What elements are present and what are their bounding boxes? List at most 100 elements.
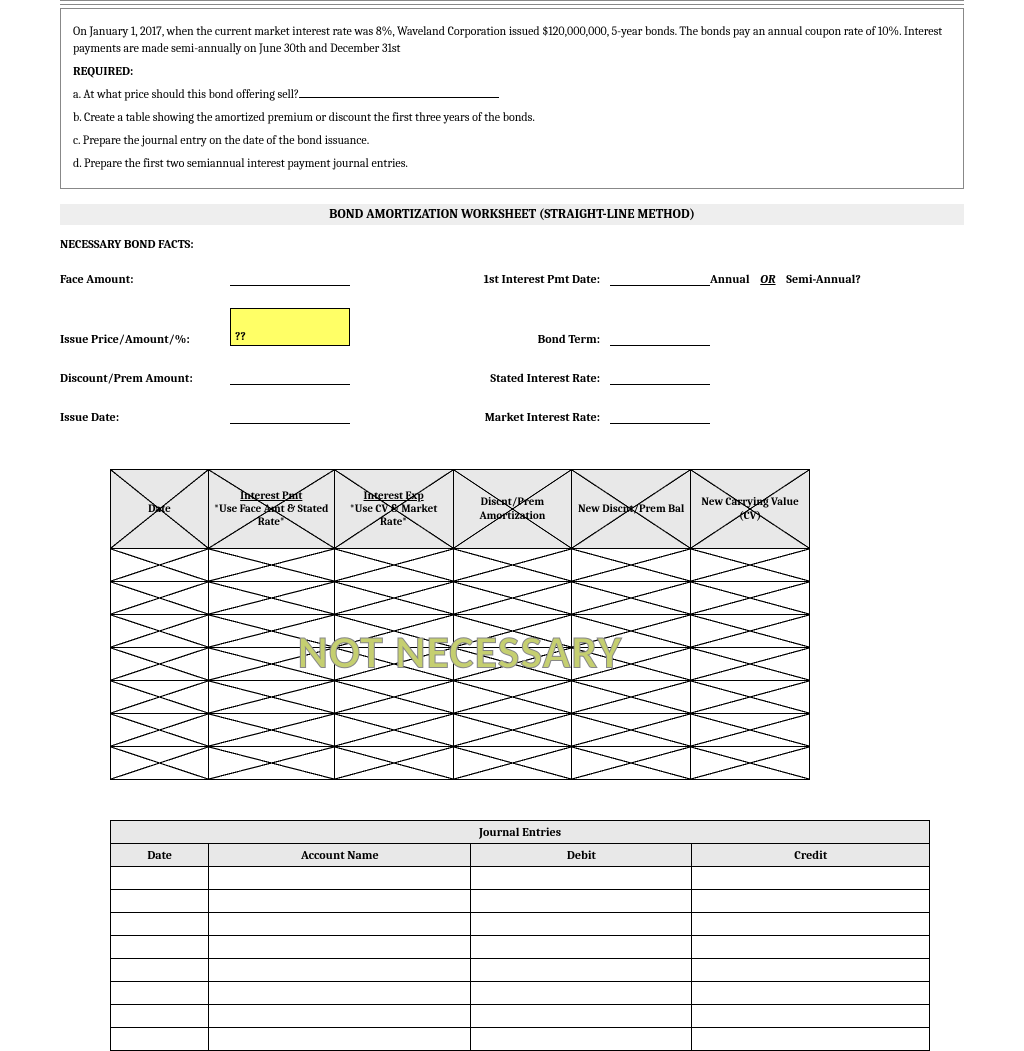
journal-cell[interactable] <box>209 889 471 912</box>
amort-body <box>111 548 810 779</box>
label-issue-date: Issue Date: <box>60 410 230 424</box>
journal-cell[interactable] <box>471 935 692 958</box>
amort-cell <box>334 614 453 647</box>
journal-cell[interactable] <box>209 935 471 958</box>
amort-row <box>111 680 810 713</box>
required-label: REQUIRED: <box>73 63 953 80</box>
amort-header-amort: Discnt/Prem Amortization <box>453 469 572 548</box>
journal-cell[interactable] <box>111 1027 209 1050</box>
question-a: a. At what price should this bond offeri… <box>73 85 953 103</box>
journal-row <box>111 1004 930 1027</box>
journal-cell[interactable] <box>471 1004 692 1027</box>
label-bond-term: Bond Term: <box>430 332 610 346</box>
amort-cell <box>691 647 810 680</box>
amort-header-date: Date <box>111 469 209 548</box>
label-first-pmt: 1st Interest Pmt Date: <box>430 272 610 286</box>
amort-cell <box>208 746 334 779</box>
blank-bond-term[interactable] <box>610 329 710 346</box>
journal-cell[interactable] <box>111 981 209 1004</box>
amort-cell <box>453 581 572 614</box>
journal-cell[interactable] <box>692 958 930 981</box>
question-b: b. Create a table showing the amortized … <box>73 109 953 126</box>
amort-row <box>111 548 810 581</box>
amort-cell <box>111 548 209 581</box>
journal-cell[interactable] <box>111 958 209 981</box>
journal-table: Journal Entries Date Account Name Debit … <box>110 820 930 1051</box>
amort-header-int-exp: Interest Exp *Use CV & Market Rate* <box>334 469 453 548</box>
journal-cell[interactable] <box>111 889 209 912</box>
journal-cell[interactable] <box>692 866 930 889</box>
journal-cell[interactable] <box>471 981 692 1004</box>
input-issue-price[interactable]: ?? <box>230 308 350 346</box>
journal-cell[interactable] <box>692 1004 930 1027</box>
annual-toggle: Annual OR Semi-Annual? <box>710 272 964 286</box>
problem-description-box: On January 1, 2017, when the current mar… <box>60 8 964 189</box>
amort-cell <box>334 548 453 581</box>
journal-cell[interactable] <box>209 912 471 935</box>
journal-cell[interactable] <box>111 866 209 889</box>
amort-cell <box>208 581 334 614</box>
journal-cell[interactable] <box>111 1004 209 1027</box>
blank-stated-rate[interactable] <box>610 368 710 385</box>
amort-row <box>111 713 810 746</box>
journal-cell[interactable] <box>471 866 692 889</box>
journal-cell[interactable] <box>209 981 471 1004</box>
amort-cell <box>572 548 691 581</box>
amort-header-cv: New Carrying Value (CV) <box>691 469 810 548</box>
amort-cell <box>453 746 572 779</box>
amort-header-int-pmt: Interest Pmt *Use Face Amt & Stated Rate… <box>208 469 334 548</box>
amort-cell <box>691 746 810 779</box>
amort-cell <box>691 713 810 746</box>
blank-first-pmt[interactable] <box>610 269 710 286</box>
journal-cell[interactable] <box>692 1027 930 1050</box>
journal-cell[interactable] <box>692 981 930 1004</box>
label-stated-rate: Stated Interest Rate: <box>430 371 610 385</box>
blank-answer-line <box>299 85 499 98</box>
journal-cell[interactable] <box>111 912 209 935</box>
journal-cell[interactable] <box>471 889 692 912</box>
journal-row <box>111 981 930 1004</box>
blank-face-amount[interactable] <box>230 269 350 286</box>
amort-cell <box>208 647 334 680</box>
label-face-amount: Face Amount: <box>60 272 230 286</box>
amort-row <box>111 746 810 779</box>
amort-cell <box>572 713 691 746</box>
label-discount-prem: Discount/Prem Amount: <box>60 371 230 385</box>
journal-cell[interactable] <box>471 912 692 935</box>
amort-cell <box>334 581 453 614</box>
journal-cell[interactable] <box>692 935 930 958</box>
journal-cell[interactable] <box>209 1027 471 1050</box>
blank-issue-date[interactable] <box>230 407 350 424</box>
question-d: d. Prepare the first two semiannual inte… <box>73 155 953 172</box>
amortization-table: Date Interest Pmt *Use Face Amt & Stated… <box>110 469 810 780</box>
journal-col-credit: Credit <box>692 843 930 866</box>
amort-cell <box>334 713 453 746</box>
journal-row <box>111 912 930 935</box>
journal-cell[interactable] <box>209 866 471 889</box>
question-c: c. Prepare the journal entry on the date… <box>73 132 953 149</box>
amort-row <box>111 581 810 614</box>
journal-cell[interactable] <box>471 958 692 981</box>
blank-discount-prem[interactable] <box>230 368 350 385</box>
journal-cell[interactable] <box>471 1027 692 1050</box>
amort-cell <box>208 548 334 581</box>
blank-market-rate[interactable] <box>610 407 710 424</box>
journal-cell[interactable] <box>111 935 209 958</box>
journal-cell[interactable] <box>692 889 930 912</box>
amort-row <box>111 614 810 647</box>
journal-cell[interactable] <box>209 958 471 981</box>
amort-header-bal: New Discnt/Prem Bal <box>572 469 691 548</box>
amort-cell <box>572 614 691 647</box>
amort-cell <box>208 680 334 713</box>
amort-cell <box>111 614 209 647</box>
amort-cell <box>572 746 691 779</box>
amortization-table-wrap: Date Interest Pmt *Use Face Amt & Stated… <box>110 469 810 780</box>
worksheet-title: BOND AMORTIZATION WORKSHEET (STRAIGHT-LI… <box>60 204 964 225</box>
amort-cell <box>208 713 334 746</box>
journal-col-debit: Debit <box>471 843 692 866</box>
amort-cell <box>453 647 572 680</box>
journal-cell[interactable] <box>209 1004 471 1027</box>
problem-intro: On January 1, 2017, when the current mar… <box>73 23 953 57</box>
amort-cell <box>691 581 810 614</box>
journal-cell[interactable] <box>692 912 930 935</box>
